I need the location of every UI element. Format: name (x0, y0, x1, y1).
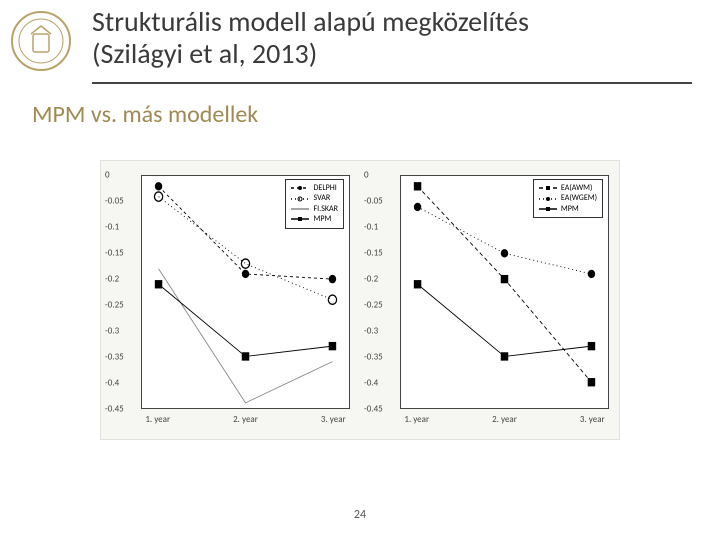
y-tick: -0.1 (364, 222, 378, 233)
figure: 0 -0.05 -0.1 -0.15 -0.2 -0.25 -0.3 -0.35 -0.4 -0.… (100, 160, 620, 440)
y-tick: -0.25 (105, 300, 124, 311)
legend-label: FI.SKAR (313, 204, 338, 214)
y-tick: -0.15 (105, 248, 124, 259)
y-tick: -0.15 (364, 248, 383, 259)
y-tick: -0.2 (364, 273, 378, 284)
y-tick: -0.35 (364, 352, 383, 363)
y-tick: -0.4 (105, 377, 119, 388)
y-tick: -0.1 (105, 222, 119, 233)
y-tick: -0.25 (364, 300, 383, 311)
title-line-2: (Szilágyi et al, 2013) (92, 36, 317, 71)
x-tick: 1. year (404, 414, 429, 425)
legend: DELPHISVARFI.SKARMPM (285, 179, 344, 229)
legend-item: DELPHI (291, 183, 338, 193)
legend-item: MPM (539, 204, 597, 214)
legend-item: FI.SKAR (291, 204, 338, 214)
legend-item: EA(AWM) (539, 183, 597, 193)
title-line-1: Strukturális modell alapú megközelítés (92, 4, 529, 39)
slide-title: Strukturális modell alapú megközelítés (… (92, 6, 692, 70)
legend-label: MPM (313, 214, 331, 224)
page-number: 24 (354, 508, 366, 522)
legend-swatch (291, 205, 309, 213)
y-tick: -0.05 (105, 196, 124, 207)
y-tick: -0.4 (364, 377, 378, 388)
x-tick: 3. year (580, 414, 605, 425)
y-tick: 0 (364, 170, 369, 181)
legend: EA(AWM)EA(WGEM)MPM (533, 179, 603, 218)
legend-swatch (291, 215, 309, 223)
x-tick: 2. year (492, 414, 517, 425)
y-tick: -0.05 (364, 196, 383, 207)
legend-item: SVAR (291, 193, 338, 203)
y-tick: -0.2 (105, 273, 119, 284)
y-tick: -0.45 (364, 404, 383, 415)
legend-swatch (291, 184, 309, 192)
legend-swatch (539, 195, 557, 203)
y-tick: -0.45 (105, 404, 124, 415)
y-tick: -0.3 (105, 326, 119, 337)
x-tick: 2. year (233, 414, 258, 425)
legend-label: SVAR (313, 193, 330, 203)
legend-item: MPM (291, 214, 338, 224)
x-tick: 3. year (321, 414, 346, 425)
chart-left: 0 -0.05 -0.1 -0.15 -0.2 -0.25 -0.3 -0.35 -0.4 -0.… (101, 161, 360, 439)
y-tick: -0.3 (364, 326, 378, 337)
legend-swatch (539, 205, 557, 213)
legend-swatch (539, 184, 557, 192)
legend-swatch (291, 195, 309, 203)
subtitle: MPM vs. más modellek (32, 100, 258, 129)
x-tick: 1. year (145, 414, 170, 425)
y-tick: 0 (105, 170, 110, 181)
chart-right: 0 -0.05 -0.1 -0.15 -0.2 -0.25 -0.3 -0.35 -0.4 -0.… (360, 161, 619, 439)
legend-label: DELPHI (313, 183, 336, 193)
legend-label: EA(AWM) (561, 183, 593, 193)
legend-item: EA(WGEM) (539, 193, 597, 203)
institution-seal (10, 10, 72, 77)
slide: Strukturális modell alapú megközelítés (… (0, 0, 720, 540)
title-rule (92, 82, 692, 84)
y-tick: -0.35 (105, 352, 124, 363)
legend-label: EA(WGEM) (561, 193, 597, 203)
legend-label: MPM (561, 204, 579, 214)
